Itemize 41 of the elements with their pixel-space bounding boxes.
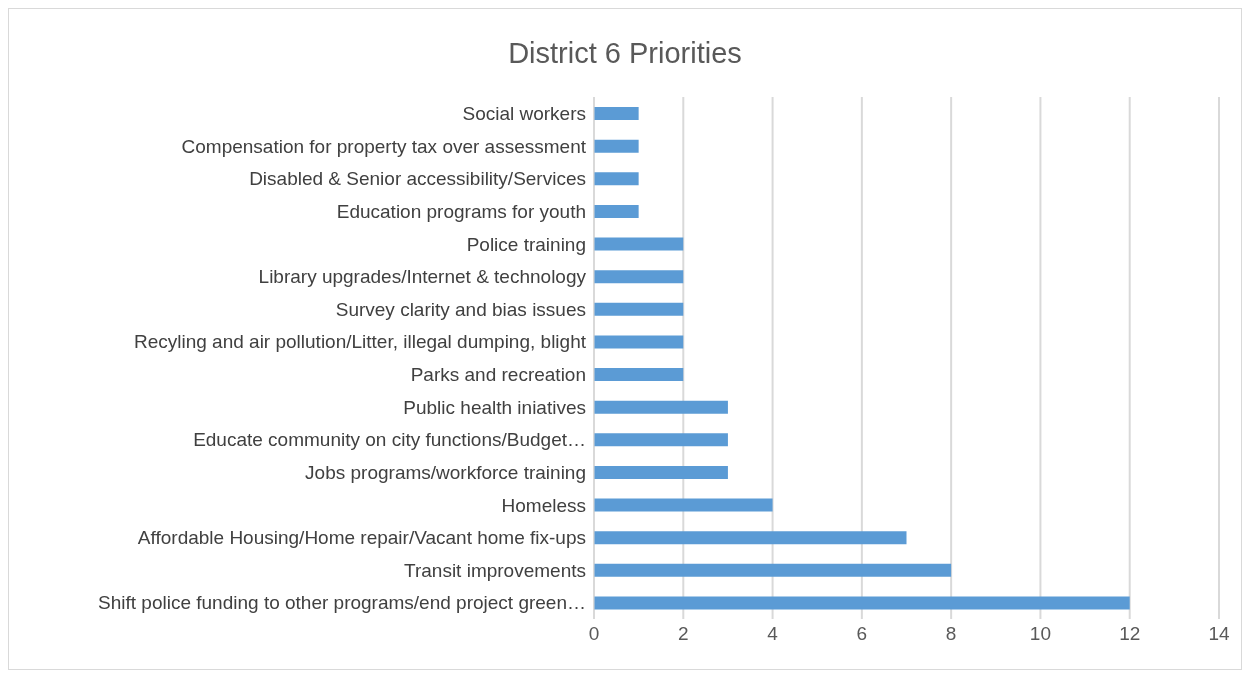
y-tick-label: Affordable Housing/Home repair/Vacant home fix-ups [137, 527, 586, 549]
y-tick-label: Public health iniatives [403, 396, 586, 418]
bar [594, 498, 773, 512]
x-tick-label: 0 [588, 623, 600, 645]
bar [594, 596, 1130, 610]
bar [594, 172, 639, 186]
bar [594, 139, 639, 153]
bar [594, 237, 684, 251]
y-tick-label: Recyling and air pollution/Litter, illegal dumping, blight [133, 331, 587, 353]
y-tick-label: Social workers [462, 103, 586, 125]
y-tick-label: Jobs programs/workforce training [305, 461, 586, 483]
bar [594, 368, 684, 381]
chart-title: District 6 Priorities [507, 36, 743, 71]
bar [594, 107, 639, 120]
bar [594, 302, 684, 316]
y-tick-label: Shift police funding to other programs/end project green… [98, 592, 586, 614]
y-tick-label: Education programs for youth [336, 200, 586, 222]
bar [594, 400, 728, 414]
bar [594, 204, 639, 218]
bar [594, 531, 907, 545]
bar [594, 563, 952, 577]
bar [594, 465, 728, 479]
x-tick-label: 6 [856, 623, 868, 645]
y-tick-label: Disabled & Senior accessibility/Services [249, 168, 586, 190]
y-tick-label: Library upgrades/Internet & technology [258, 266, 587, 288]
y-tick-label: Parks and recreation [410, 364, 586, 386]
x-tick-label: 8 [945, 623, 957, 645]
y-tick-label: Homeless [501, 494, 586, 516]
x-tick-label: 4 [767, 623, 779, 645]
x-tick-label: 14 [1208, 623, 1230, 645]
y-tick-label: Police training [466, 233, 586, 255]
x-tick-label: 10 [1029, 623, 1051, 645]
bar [594, 433, 728, 447]
x-tick-label: 12 [1119, 623, 1141, 645]
y-tick-label: Compensation for property tax over assessment [181, 135, 587, 157]
bar [594, 270, 684, 284]
x-tick-label: 2 [678, 623, 689, 645]
y-tick-label: Educate community on city functions/Budget… [193, 429, 586, 451]
y-tick-label: Transit improvements [404, 559, 586, 581]
y-tick-label: Survey clarity and bias issues [335, 298, 586, 320]
bar [594, 335, 684, 349]
